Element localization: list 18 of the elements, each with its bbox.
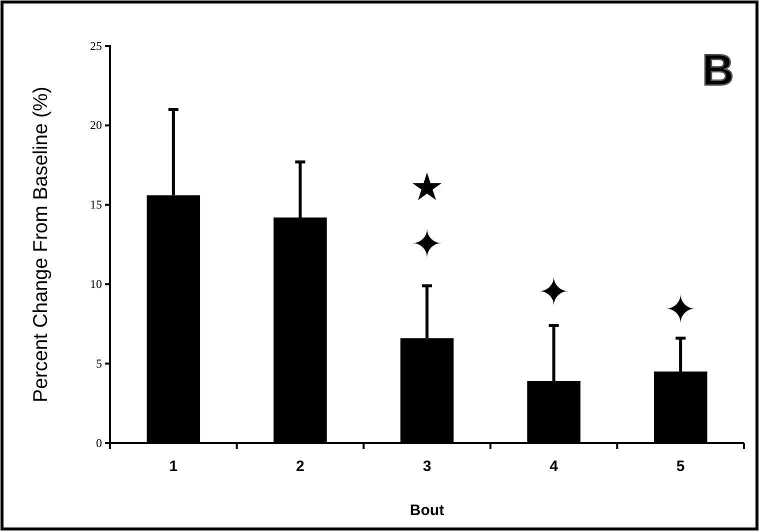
annotation: ★ (410, 165, 444, 210)
x-tick-label: 1 (169, 458, 178, 475)
annotation: ✦ (664, 287, 697, 332)
y-tick-label: 5 (96, 356, 102, 370)
y-tick-label: 10 (90, 277, 102, 292)
y-tick-label: 20 (90, 118, 102, 132)
x-axis-title: Bout (410, 502, 444, 519)
y-tick-label: 0 (96, 436, 102, 450)
y-axis-title: Percent Change From Baseline (%) (30, 86, 52, 402)
x-tick-label: 5 (676, 458, 685, 475)
y-tick-label: 15 (90, 198, 102, 212)
annotation: ✦ (538, 270, 570, 314)
y-tick-label: 25 (90, 38, 102, 53)
x-tick-label: 2 (296, 458, 304, 475)
annotation: B (702, 46, 734, 95)
x-tick-label: 4 (550, 458, 559, 475)
x-tick-label: 3 (422, 458, 432, 475)
annotation: ✦ (411, 222, 443, 266)
